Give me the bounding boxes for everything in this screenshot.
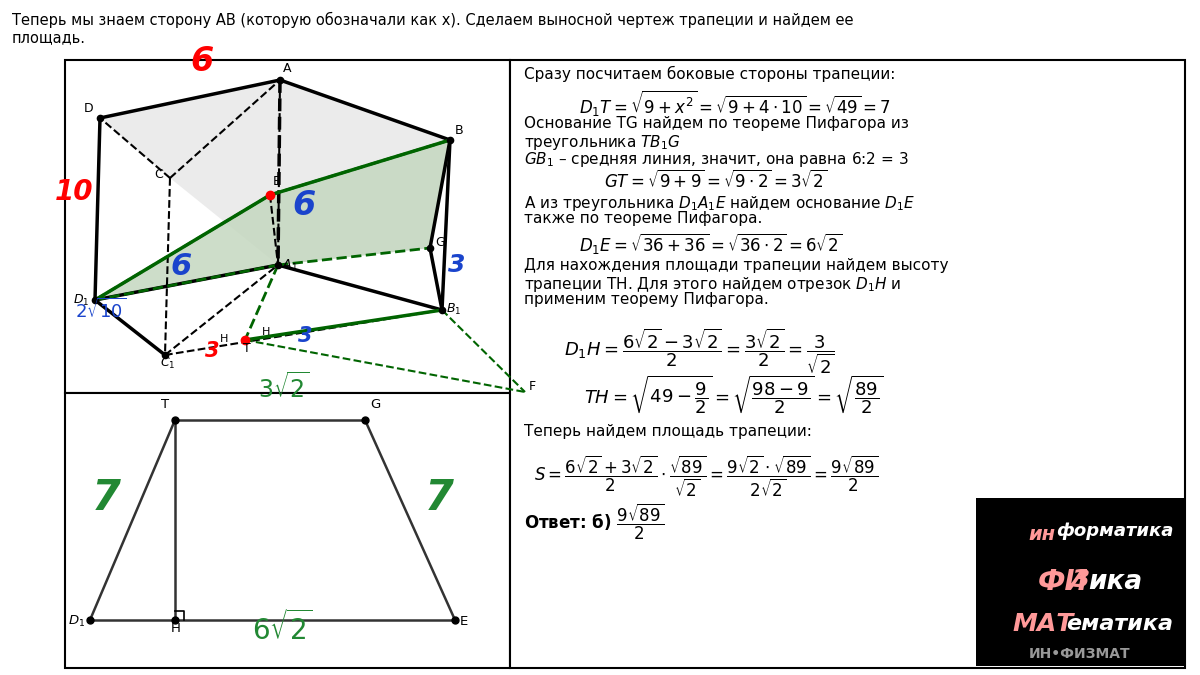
Text: Сразу посчитаем боковые стороны трапеции:: Сразу посчитаем боковые стороны трапеции… [524, 66, 895, 82]
Text: 6: 6 [190, 45, 214, 78]
Text: B: B [455, 124, 463, 137]
Text: $GT = \sqrt{9 + 9} = \sqrt{9 \cdot 2} = 3\sqrt{2}$: $GT = \sqrt{9 + 9} = \sqrt{9 \cdot 2} = … [604, 170, 827, 192]
Text: ематика: ематика [1066, 614, 1174, 634]
Text: $A_1$: $A_1$ [282, 258, 298, 273]
Text: ика: ика [1088, 569, 1142, 595]
Bar [65, 60, 510, 393]
Text: З: З [1072, 568, 1088, 592]
Polygon shape [95, 140, 450, 300]
Text: $D_1E = \sqrt{36 + 36} = \sqrt{36 \cdot 2} = 6\sqrt{2}$: $D_1E = \sqrt{36 + 36} = \sqrt{36 \cdot … [580, 231, 842, 256]
Text: E: E [274, 175, 281, 188]
Text: G: G [436, 236, 445, 249]
Text: $TH = \sqrt{49 - \dfrac{9}{2}} = \sqrt{\dfrac{98 - 9}{2}} = \sqrt{\dfrac{89}{2}}: $TH = \sqrt{49 - \dfrac{9}{2}} = \sqrt{\… [584, 374, 883, 416]
Text: A: A [283, 62, 292, 75]
Text: форматика: форматика [1056, 522, 1174, 540]
Text: ФИ: ФИ [1038, 568, 1088, 596]
Text: $B_1$: $B_1$ [446, 302, 461, 317]
Text: Ответ: б) $\dfrac{9\sqrt{89}}{2}$: Ответ: б) $\dfrac{9\sqrt{89}}{2}$ [524, 502, 664, 542]
Text: треугольника $TB_1G$: треугольника $TB_1G$ [524, 133, 680, 152]
Text: применим теорему Пифагора.: применим теорему Пифагора. [524, 292, 769, 307]
Text: $D_1$: $D_1$ [68, 614, 85, 629]
Bar [976, 498, 1184, 666]
Text: Основание TG найдем по теореме Пифагора из: Основание TG найдем по теореме Пифагора … [524, 116, 908, 131]
Text: $3\sqrt{2}$: $3\sqrt{2}$ [258, 373, 310, 403]
Text: T: T [242, 342, 251, 355]
Text: $S = \dfrac{6\sqrt{2} + 3\sqrt{2}}{2} \cdot \dfrac{\sqrt{89}}{\sqrt{2}} = \dfrac: $S = \dfrac{6\sqrt{2} + 3\sqrt{2}}{2} \c… [534, 454, 878, 500]
Text: ИН•ФИЗМАТ: ИН•ФИЗМАТ [1030, 647, 1130, 661]
Text: C: C [154, 168, 163, 181]
Text: 3: 3 [448, 253, 466, 277]
Text: $GB_1$ – средняя линия, значит, она равна 6:2 = 3: $GB_1$ – средняя линия, значит, она равн… [524, 150, 908, 169]
Text: Теперь мы знаем сторону AB (которую обозначали как x). Сделаем выносной чертеж т: Теперь мы знаем сторону AB (которую обоз… [12, 12, 853, 45]
Text: D: D [84, 102, 94, 115]
Text: 10: 10 [55, 178, 94, 206]
Text: 7: 7 [92, 477, 121, 519]
Text: $D_1T = \sqrt{9 + x^2} = \sqrt{9 + 4 \cdot 10} = \sqrt{49} = 7$: $D_1T = \sqrt{9 + x^2} = \sqrt{9 + 4 \cd… [580, 88, 890, 118]
Polygon shape [100, 80, 450, 265]
Text: H: H [262, 327, 270, 337]
Text: $2\sqrt{10}$: $2\sqrt{10}$ [74, 298, 126, 322]
Text: F: F [529, 380, 536, 393]
Text: Теперь найдем площадь трапеции:: Теперь найдем площадь трапеции: [524, 424, 812, 439]
Text: А из треугольника $D_1A_1E$ найдем основание $D_1E$: А из треугольника $D_1A_1E$ найдем основ… [524, 194, 916, 213]
Text: также по теореме Пифагора.: также по теореме Пифагора. [524, 211, 762, 226]
Text: 3: 3 [205, 341, 220, 361]
Text: МАТ: МАТ [1012, 612, 1073, 636]
Text: H: H [172, 622, 181, 635]
Bar [510, 60, 1186, 668]
Text: 3: 3 [298, 326, 312, 346]
Text: $C_1$: $C_1$ [160, 356, 175, 371]
Text: G: G [370, 398, 380, 411]
Text: E: E [460, 615, 468, 628]
Text: $D_1$: $D_1$ [73, 293, 89, 308]
Bar [65, 393, 510, 668]
Text: 6: 6 [292, 189, 316, 222]
Text: Для нахождения площади трапеции найдем высоту: Для нахождения площади трапеции найдем в… [524, 258, 948, 273]
Text: трапеции TH. Для этого найдем отрезок $D_1H$ и: трапеции TH. Для этого найдем отрезок $D… [524, 275, 901, 294]
Text: 6: 6 [170, 252, 191, 281]
Text: ин: ин [1028, 524, 1055, 543]
Text: H: H [220, 334, 228, 344]
Text: $D_1H = \dfrac{6\sqrt{2} - 3\sqrt{2}}{2} = \dfrac{3\sqrt{2}}{2} = \dfrac{3}{\sqr: $D_1H = \dfrac{6\sqrt{2} - 3\sqrt{2}}{2}… [564, 326, 835, 376]
Text: T: T [161, 398, 169, 411]
Text: 7: 7 [425, 477, 454, 519]
Text: $6\sqrt{2}$: $6\sqrt{2}$ [252, 610, 313, 646]
